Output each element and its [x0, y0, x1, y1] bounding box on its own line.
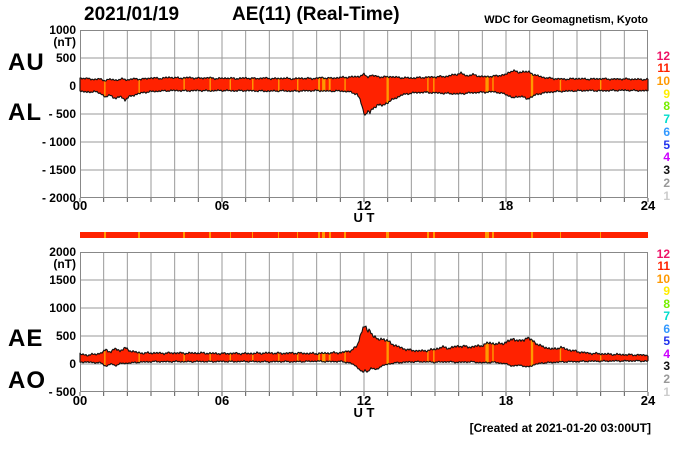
unit-label: (nT) — [53, 257, 76, 271]
legend-station-count: 2 — [663, 175, 670, 190]
station-gap-stripe — [183, 232, 185, 238]
legend-station-count: 7 — [663, 309, 670, 324]
y-tick-label: 2000 — [49, 245, 76, 259]
y-tick-label: 1000 — [49, 23, 76, 37]
station-gap-stripe — [209, 232, 211, 238]
station-gap-stripe — [138, 232, 140, 238]
x-tick-label: 24 — [640, 393, 656, 408]
au-label: AU — [8, 49, 45, 76]
ut-label-top: U T — [353, 210, 375, 225]
legend-station-count: 1 — [663, 384, 670, 399]
station-gap-stripe — [104, 232, 106, 238]
y-tick-label: 0 — [69, 357, 76, 371]
legend-station-count: 1 — [663, 188, 670, 203]
legend-station-count: 6 — [663, 124, 670, 139]
legend-station-count: 5 — [663, 334, 670, 349]
station-gap-stripe — [559, 232, 562, 238]
legend-station-count: 4 — [663, 346, 670, 361]
y-tick-label: - 500 — [48, 107, 76, 121]
x-tick-label: 18 — [498, 393, 514, 408]
station-gap-stripe — [278, 232, 280, 238]
legend-station-count: 10 — [656, 271, 670, 286]
station-count-bar — [80, 232, 648, 238]
y-tick-label: 1500 — [49, 273, 76, 287]
legend-station-count: 4 — [663, 150, 670, 165]
station-gap-stripe — [599, 232, 602, 238]
y-tick-label: 0 — [69, 79, 76, 93]
legend-station-count: 7 — [663, 112, 670, 127]
station-gap-stripe — [530, 232, 534, 238]
station-gap-stripe — [297, 232, 299, 238]
unit-label: (nT) — [53, 35, 76, 49]
legend-station-count: 12 — [656, 48, 670, 63]
legend-station-count: 8 — [663, 296, 670, 311]
station-gap-stripe — [433, 232, 435, 238]
x-tick-label: 12 — [356, 393, 372, 408]
x-tick-label: 00 — [72, 198, 88, 213]
legend-station-count: 5 — [663, 137, 670, 152]
bottom-panel-chart — [79, 252, 649, 396]
x-tick-label: 00 — [72, 393, 88, 408]
plot-date: 2021/01/19 — [84, 4, 180, 25]
ut-label-bottom: U T — [353, 405, 375, 420]
legend-station-count: 8 — [663, 99, 670, 114]
station-gap-stripe — [344, 232, 346, 238]
legend-station-count: 6 — [663, 321, 670, 336]
station-gap-stripe — [229, 232, 231, 238]
legend-station-count: 9 — [663, 86, 670, 101]
legend-station-count: 11 — [657, 61, 670, 76]
legend-station-count: 2 — [663, 371, 670, 386]
y-tick-label: - 2000 — [41, 191, 76, 205]
created-timestamp: [Created at 2021-01-20 03:00UT] — [469, 421, 651, 435]
y-tick-label: 1000 — [49, 301, 76, 315]
station-gap-stripe — [318, 232, 320, 238]
station-gap-stripe — [252, 232, 254, 238]
y-tick-label: - 1500 — [41, 163, 76, 177]
legend-station-count: 3 — [663, 163, 670, 178]
station-gap-stripe — [427, 232, 429, 238]
y-tick-label: - 1000 — [41, 135, 76, 149]
top-panel-chart — [79, 30, 649, 202]
y-tick-label: - 500 — [48, 385, 76, 399]
legend-station-count: 10 — [656, 73, 670, 88]
al-label: AL — [8, 99, 42, 126]
station-gap-stripe — [328, 232, 331, 238]
x-tick-label: 18 — [498, 198, 514, 213]
legend-station-count: 9 — [663, 284, 670, 299]
data-source: WDC for Geomagnetism, Kyoto — [484, 14, 648, 26]
x-tick-label: 06 — [214, 198, 230, 213]
station-gap-stripe — [322, 232, 326, 238]
x-tick-label: 06 — [214, 393, 230, 408]
legend-station-count: 12 — [656, 246, 670, 261]
x-tick-label: 24 — [640, 198, 656, 213]
legend-station-count: 11 — [657, 259, 670, 274]
station-gap-stripe — [485, 232, 489, 238]
legend-station-count: 3 — [663, 359, 670, 374]
ae-label: AE — [8, 325, 44, 352]
station-gap-stripe — [386, 232, 389, 238]
y-tick-label: 500 — [55, 329, 76, 343]
y-tick-label: 500 — [55, 51, 76, 65]
ao-label: AO — [8, 367, 46, 394]
station-gap-stripe — [492, 232, 494, 238]
x-tick-label: 12 — [356, 198, 372, 213]
plot-title: AE(11) (Real-Time) — [232, 4, 400, 25]
